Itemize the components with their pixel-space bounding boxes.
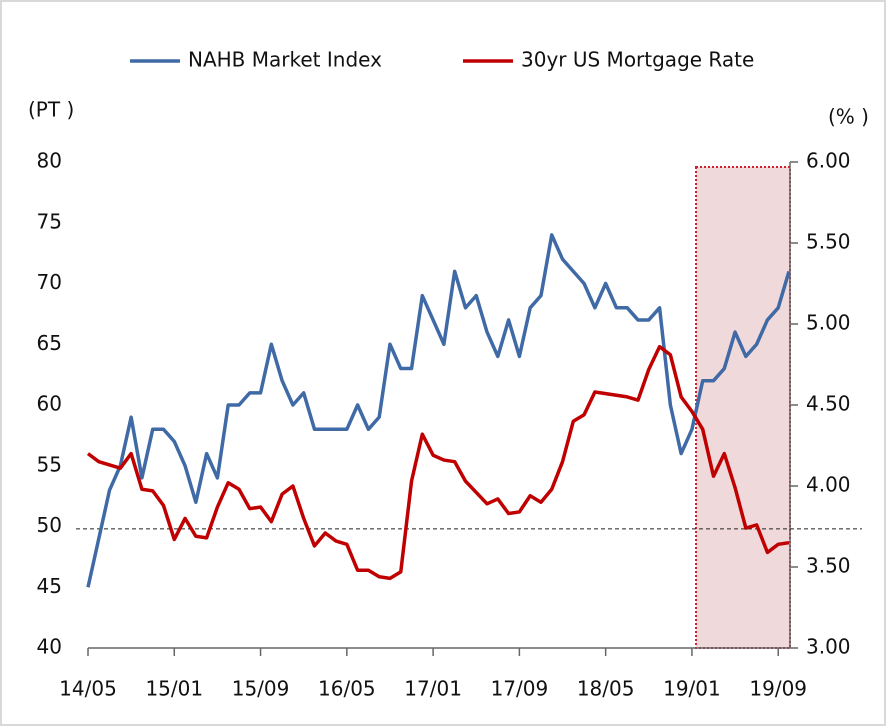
y-tick-label: 70 [37,270,62,294]
y2-tick-label: 3.00 [806,635,851,659]
y2-tick-label: 5.50 [806,230,851,254]
y-tick-label: 50 [37,513,62,537]
y-tick-label: 40 [37,635,62,659]
highlight-region [695,166,791,649]
x-tick-label: 15/01 [145,677,203,701]
y-tick-label: 45 [37,574,62,598]
y2-tick-label: 3.50 [806,554,851,578]
series-line [86,344,790,581]
y2-axis-label: (% ) [828,105,869,129]
x-tick-label: 17/01 [404,677,462,701]
x-tick-label: 15/09 [232,677,290,701]
y2-tick-label: 4.00 [806,473,851,497]
y2-tick-label: 5.00 [806,311,851,335]
legend-label: NAHB Market Index [188,48,382,72]
x-tick-label: 14/05 [59,677,117,701]
x-tick-label: 17/09 [491,677,549,701]
x-tick-label: 19/01 [663,677,721,701]
y-tick-label: 60 [37,392,62,416]
series-line [86,233,791,588]
y2-tick-label: 6.00 [806,149,851,173]
x-tick-label: 18/05 [577,677,635,701]
legend-label: 30yr US Mortgage Rate [521,48,754,72]
y-tick-label: 55 [37,452,62,476]
y-tick-label: 75 [37,209,62,233]
y-tick-label: 80 [37,149,62,173]
y-axis-label: (PT ) [28,98,74,122]
y2-tick-label: 4.50 [806,392,851,416]
y-tick-label: 65 [37,331,62,355]
x-tick-label: 16/05 [318,677,376,701]
x-tick-label: 19/09 [749,677,807,701]
